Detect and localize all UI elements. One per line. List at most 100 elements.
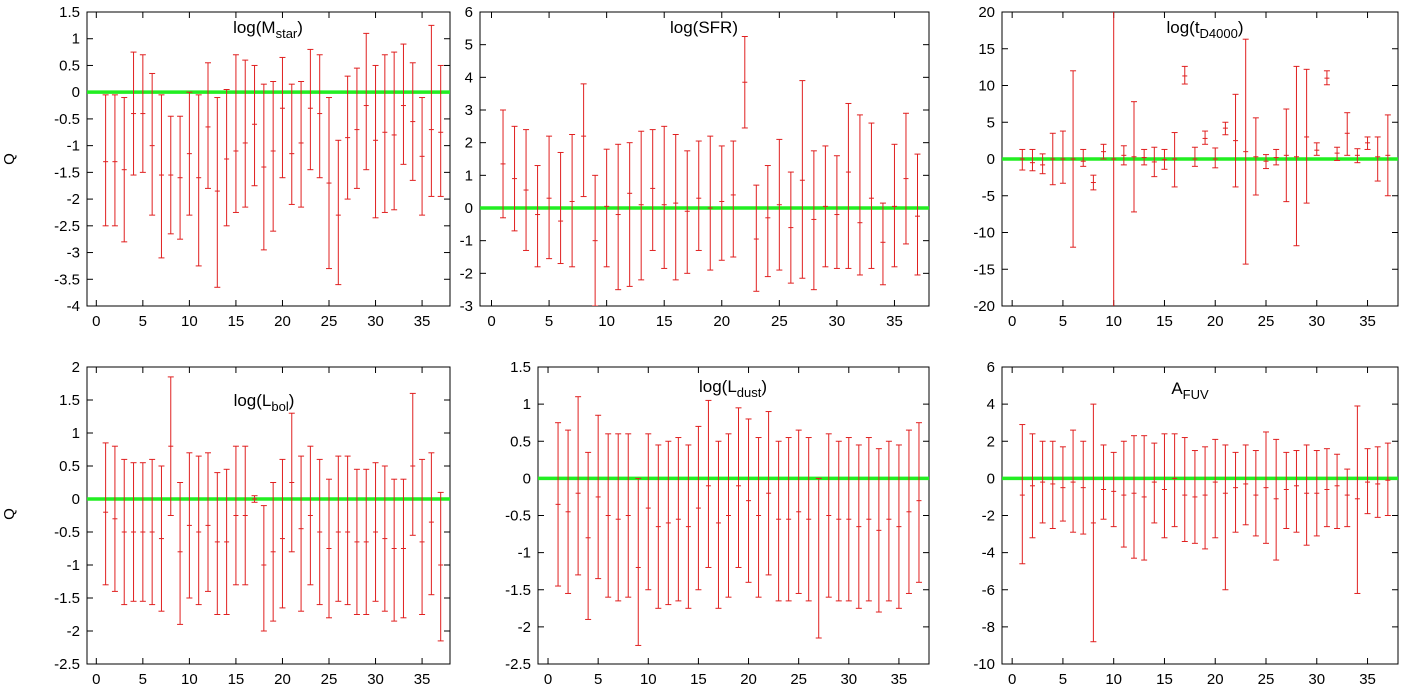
error-bar [1151, 146, 1158, 178]
error-bar [879, 202, 886, 286]
error-bar [810, 150, 817, 291]
error-bar [279, 458, 286, 609]
error-bar [845, 437, 852, 602]
error-bar [307, 48, 314, 171]
x-tick-label: 10 [598, 313, 615, 330]
error-bar [1242, 444, 1249, 526]
y-tick-label: 6 [465, 4, 473, 21]
chart-panel-tD4000: -20 -15 -10 -5 0 5 10 15 20 0 5 10 15 20 25 30 35 log(tD4… [973, 4, 1399, 330]
y-tick-label: 4 [987, 396, 995, 413]
panel-title: log(tD4000) [1166, 18, 1243, 41]
error-bar [214, 472, 221, 615]
plot-frame [479, 11, 930, 307]
error-bar [635, 477, 642, 646]
error-bar [1313, 142, 1320, 156]
error-bar [1293, 65, 1300, 247]
y-tick-label: -1 [460, 233, 473, 250]
error-bar [1374, 136, 1381, 182]
error-bar [865, 437, 872, 602]
error-bar [565, 429, 572, 594]
error-bar [1131, 435, 1137, 559]
error-bar [868, 122, 875, 269]
error-bar [419, 97, 426, 216]
panel-title-main: log(SFR) [670, 18, 738, 37]
error-bar [1120, 145, 1127, 166]
error-bar [1212, 147, 1219, 169]
error-bar [822, 145, 829, 268]
error-bar [102, 94, 109, 227]
y-tick-label: 1 [72, 425, 80, 442]
error-bar [1212, 438, 1219, 539]
y-tick-label: 2 [465, 135, 473, 152]
error-bar [270, 482, 277, 622]
error-bar [381, 465, 388, 612]
error-bar [1232, 93, 1239, 188]
panel-title-main: A [1171, 379, 1183, 398]
x-tick-label: 0 [92, 671, 100, 688]
error-bar [335, 139, 342, 286]
error-bar [1039, 440, 1046, 524]
error-bar [741, 36, 748, 129]
error-bar [130, 51, 137, 176]
error-bar [615, 433, 622, 602]
error-bar [353, 468, 360, 615]
y-tick-label: -2.5 [54, 218, 80, 235]
y-tick-label: 1.5 [510, 359, 531, 376]
error-bar [799, 80, 806, 279]
error-bar [1111, 12, 1117, 306]
error-bar [805, 437, 812, 602]
x-tick-label: 0 [487, 313, 495, 330]
x-tick-label: 30 [1308, 313, 1325, 330]
y-tick-label: -10 [973, 225, 995, 242]
error-bar [195, 455, 202, 606]
error-bar [1364, 448, 1371, 515]
error-bar [625, 433, 632, 598]
error-bar [298, 80, 305, 208]
x-tick-label: 10 [181, 313, 198, 330]
y-tick-label: 2 [72, 359, 80, 376]
y-tick-label: -6 [982, 582, 995, 599]
x-tick-label: 35 [891, 671, 908, 688]
y-tick-label: 10 [978, 78, 995, 95]
y-tick-label: 3 [465, 102, 473, 119]
error-bar [251, 64, 258, 187]
error-bar [1161, 148, 1168, 170]
x-tick-label: 20 [740, 671, 757, 688]
error-bar [1059, 130, 1066, 184]
error-bar [111, 445, 118, 592]
error-bar [1222, 121, 1229, 136]
y-tick-label: -0.5 [54, 111, 80, 128]
error-bar [363, 32, 370, 171]
error-bar [795, 429, 802, 594]
error-bar [1263, 154, 1269, 170]
error-bar [1100, 143, 1107, 160]
error-bar [845, 102, 852, 269]
error-bar [855, 444, 862, 609]
error-bar [1293, 450, 1300, 533]
y-tick-label: -4 [982, 545, 995, 562]
error-bar [645, 433, 652, 591]
error-bar [186, 452, 193, 599]
x-tick-label: 0 [92, 313, 100, 330]
y-tick-label: -10 [973, 656, 995, 673]
error-bar [130, 462, 137, 602]
error-bar [1120, 440, 1127, 548]
y-tick-label: 4 [465, 69, 473, 86]
chart-panels: -4-3.5-3-2.5-2-1.5-1-0.500.511.50 5 10 15 20… [54, 4, 1399, 688]
error-bar [615, 143, 622, 291]
error-bar [419, 458, 426, 615]
x-tick-label: 5 [594, 671, 602, 688]
error-bars [102, 24, 444, 288]
error-bar [1131, 101, 1137, 213]
error-bar [1019, 148, 1026, 171]
x-tick-label: 20 [274, 313, 291, 330]
x-tick-label: 5 [139, 313, 147, 330]
error-bar [1232, 451, 1239, 533]
error-bars [555, 396, 922, 646]
error-bar [223, 89, 230, 227]
error-bar [885, 440, 892, 602]
y-tick-label: 0.5 [510, 433, 531, 450]
x-tick-label: 0 [1008, 671, 1016, 688]
error-bar [1049, 132, 1056, 186]
